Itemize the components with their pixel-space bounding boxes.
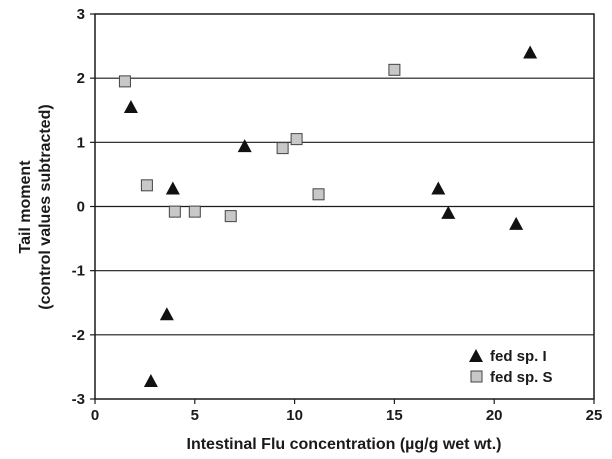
data-points bbox=[118, 45, 538, 388]
x-tick-label: 10 bbox=[286, 407, 303, 424]
x-axis-label: Intestinal Flu concentration (µg/g wet w… bbox=[187, 436, 502, 453]
point-fed-sp-i bbox=[159, 307, 174, 321]
point-fed-sp-s bbox=[140, 179, 153, 192]
point-fed-sp-s bbox=[224, 210, 237, 223]
y-tick-label: 2 bbox=[77, 70, 85, 87]
point-fed-sp-s bbox=[276, 142, 289, 155]
x-tick-label: 20 bbox=[486, 407, 503, 424]
point-fed-sp-s bbox=[290, 133, 303, 146]
point-fed-sp-s bbox=[388, 63, 401, 76]
legend-label-fed-sp-i: fed sp. I bbox=[490, 348, 547, 365]
legend-label-fed-sp-s: fed sp. S bbox=[490, 369, 553, 386]
y-tick-label: 3 bbox=[77, 6, 85, 23]
y-tick-label: 1 bbox=[77, 134, 85, 151]
point-fed-sp-i bbox=[123, 100, 138, 114]
y-tick-label: 0 bbox=[77, 199, 85, 216]
point-fed-sp-i bbox=[523, 45, 538, 59]
point-fed-sp-s bbox=[168, 205, 181, 218]
y-axis-label-line2: (control values subtracted) bbox=[37, 104, 54, 309]
x-tick-label: 15 bbox=[386, 407, 403, 424]
point-fed-sp-i bbox=[441, 205, 456, 219]
x-tick-label: 25 bbox=[586, 407, 603, 424]
x-tick-label: 5 bbox=[191, 407, 199, 424]
point-fed-sp-i bbox=[143, 374, 158, 388]
y-axis-label-line1: Tail moment bbox=[17, 160, 34, 254]
x-axis-ticks: 0 5 10 15 20 25 bbox=[91, 399, 603, 424]
point-fed-sp-i bbox=[431, 181, 446, 195]
point-fed-sp-s bbox=[188, 205, 201, 218]
point-fed-sp-i bbox=[237, 139, 252, 153]
legend-marker-triangle bbox=[469, 349, 483, 362]
point-fed-sp-i bbox=[165, 181, 180, 195]
point-fed-sp-s bbox=[312, 188, 325, 201]
y-axis-ticks: -3 -2 -1 0 1 2 3 bbox=[72, 6, 95, 408]
y-tick-label: -3 bbox=[72, 391, 85, 408]
y-tick-label: -1 bbox=[72, 263, 85, 280]
y-tick-label: -2 bbox=[72, 327, 85, 344]
point-fed-sp-i bbox=[509, 216, 524, 230]
point-fed-sp-s bbox=[118, 75, 131, 88]
x-tick-label: 0 bbox=[91, 407, 99, 424]
legend-marker-square bbox=[470, 370, 483, 383]
legend: fed sp. I fed sp. S bbox=[469, 348, 553, 386]
